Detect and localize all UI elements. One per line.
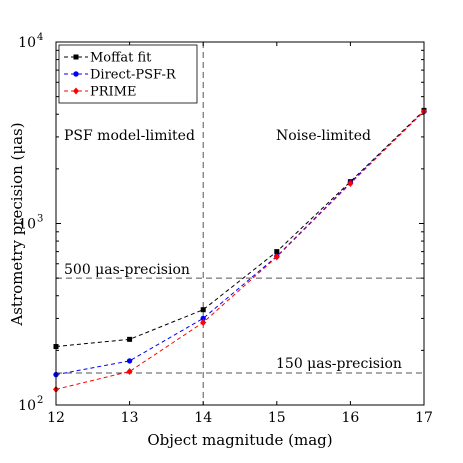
- series-line-moffat-fit: [55, 110, 425, 348]
- data-point-prime: [200, 318, 207, 326]
- y-tick-exponent: 3: [37, 214, 43, 225]
- y-tick-exponent: 4: [37, 32, 43, 43]
- data-point-prime: [273, 253, 280, 261]
- x-tick-label: 13: [121, 410, 139, 426]
- data-point-moffat-fit: [274, 249, 280, 255]
- legend-label-moffat-fit: Moffat fit: [90, 51, 152, 66]
- x-axis-label: Object magnitude (mag): [147, 431, 332, 449]
- legend-marker-moffat-fit: [73, 54, 79, 60]
- legend-label-direct-psf-r: Direct-PSF-R: [90, 68, 177, 83]
- legend: Moffat fit Direct-PSF-R PRIME: [58, 44, 198, 104]
- data-point-prime: [347, 180, 354, 188]
- y-tick-label: 10: [18, 35, 36, 51]
- x-tick-label: 16: [341, 410, 359, 426]
- series-prime: [53, 107, 427, 393]
- x-tick-label: 17: [415, 410, 433, 426]
- data-point-moffat-fit: [127, 336, 133, 342]
- legend-marker-direct-psf-r: [73, 71, 79, 77]
- x-tick-label: 12: [47, 410, 65, 426]
- reference-label-500: 500 μas-precision: [64, 262, 190, 278]
- series-layer: [53, 107, 427, 393]
- y-tick-label: 10: [18, 398, 36, 414]
- y-axis-label: Astrometry precision (μas): [8, 122, 26, 326]
- reference-lines: [56, 42, 424, 405]
- annotation-noise-limited: Noise-limited: [276, 128, 371, 144]
- annotation-psf-model-limited: PSF model-limited: [64, 128, 195, 144]
- legend-marker-prime: [73, 87, 79, 95]
- y-tick-label: 10: [18, 217, 36, 233]
- x-tick-label: 14: [194, 410, 212, 426]
- data-point-moffat-fit: [200, 307, 206, 313]
- data-point-direct-psf-r: [126, 358, 133, 364]
- legend-label-prime: PRIME: [90, 85, 136, 100]
- series-line-prime: [55, 110, 425, 390]
- y-tick-exponent: 2: [37, 395, 43, 406]
- data-point-direct-psf-r: [200, 315, 206, 322]
- reference-label-150: 150 μas-precision: [276, 356, 402, 372]
- x-tick-label: 15: [268, 410, 286, 426]
- data-point-prime: [126, 367, 133, 375]
